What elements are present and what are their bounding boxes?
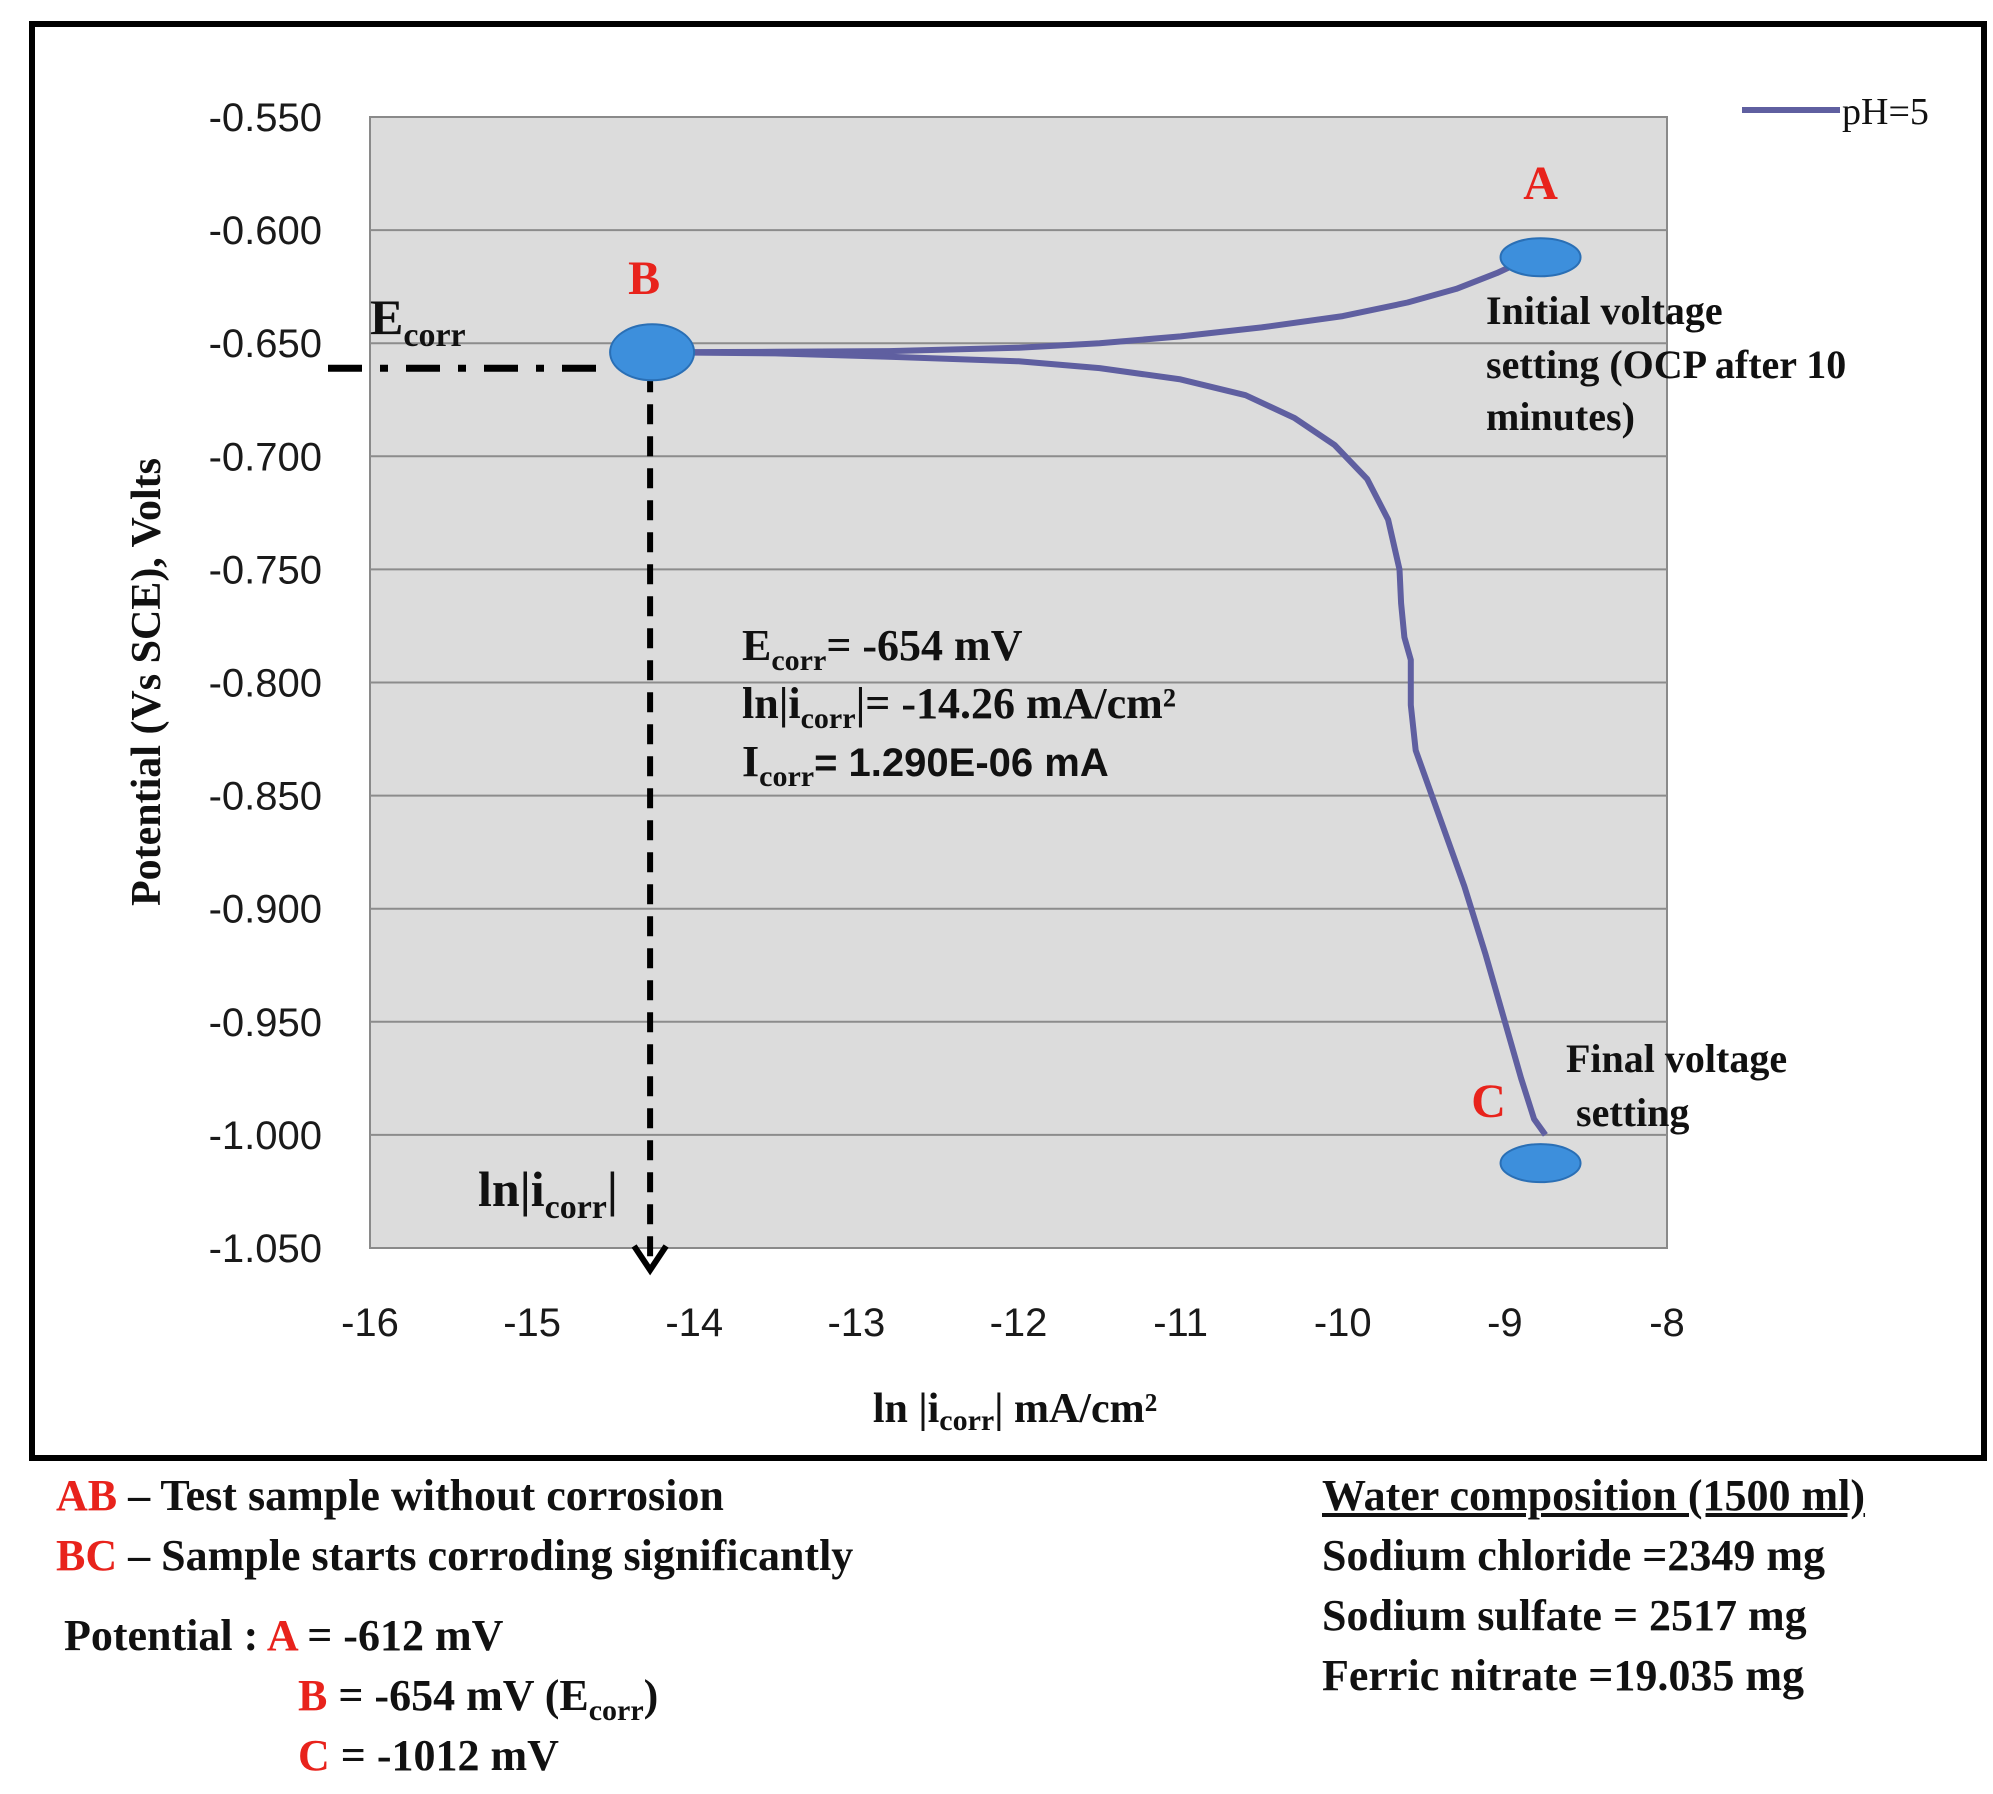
potential-b-key: B [298, 1671, 328, 1720]
y-tick-label: -0.850 [209, 775, 322, 819]
x-tick-label: -12 [990, 1301, 1048, 1345]
x-tick-label: -9 [1487, 1301, 1523, 1345]
potential-b-sub: corr [588, 1693, 644, 1727]
initial-voltage-line3: minutes) [1486, 394, 1635, 439]
note-potential-c: C = -1012 mV [298, 1730, 559, 1781]
water-item: Sodium chloride =2349 mg [1322, 1531, 1825, 1580]
potential-b-val: = -654 mV (E [327, 1671, 589, 1720]
final-voltage-line1: Final voltage [1566, 1036, 1787, 1081]
y-tick-label: -0.950 [209, 1001, 322, 1045]
grid-lines [370, 229, 1667, 1136]
series-line [652, 259, 1523, 356]
initial-voltage-line2: setting (OCP after 10 [1486, 342, 1846, 387]
y-tick-label: -0.800 [209, 662, 322, 706]
x-axis-label: ln |icorr| mA/cm² [873, 1386, 1157, 1437]
legend-entry: pH=5 [1842, 91, 1929, 133]
potential-c-val: = -1012 mV [329, 1731, 559, 1780]
point-marker [1499, 237, 1582, 278]
x-tick-label: -11 [1153, 1301, 1208, 1345]
series-lines [652, 259, 1548, 1137]
x-tick-label: -10 [1314, 1301, 1372, 1345]
ecorr-label: Ecorr [370, 289, 466, 354]
note-potential-b: B = -654 mV (Ecorr) [298, 1670, 658, 1728]
note-bc: BC – Sample starts corroding significant… [56, 1530, 853, 1581]
x-tick-label: -16 [341, 1301, 399, 1345]
info-icorr: Icorr= 1.290E-06 mA [742, 737, 1109, 793]
y-axis-label: Potential (Vs SCE), Volts [124, 458, 170, 906]
note-ab-text: – Test sample without corrosion [117, 1471, 724, 1520]
potential-b-end: ) [643, 1671, 659, 1720]
info-ecorr: Ecorr= -654 mV [742, 621, 1023, 677]
water-item: Sodium sulfate = 2517 mg [1322, 1591, 1807, 1640]
note-bc-key: BC [56, 1531, 118, 1580]
y-tick-label: -0.550 [209, 96, 322, 140]
y-axis-ticks: -0.550 -0.600 -0.650 -0.700 -0.750 -0.800 -0.8… [209, 96, 322, 1271]
x-tick-label: -8 [1649, 1301, 1685, 1345]
point-label: A [1523, 157, 1558, 210]
potential-label: Potential : [64, 1611, 267, 1660]
arrow-head [631, 1244, 669, 1276]
series-line [652, 349, 1548, 1137]
potential-c-key: C [298, 1731, 330, 1780]
final-voltage-line2: setting [1576, 1090, 1689, 1135]
y-tick-label: -1.050 [209, 1227, 322, 1271]
point-label: C [1471, 1075, 1506, 1128]
info-lnicorr: ln|icorr|= -14.26 mA/cm² [742, 679, 1176, 735]
note-ab: AB – Test sample without corrosion [56, 1470, 724, 1521]
note-ab-key: AB [56, 1471, 118, 1520]
note-potential-a: Potential : A = -612 mV [64, 1610, 503, 1661]
point-markers: A B C [609, 157, 1582, 1184]
y-tick-label: -1.000 [209, 1114, 322, 1158]
water-title: Water composition (1500 ml) [1322, 1471, 1866, 1520]
x-tick-label: -15 [503, 1301, 561, 1345]
y-tick-label: -0.700 [209, 435, 322, 479]
y-tick-label: -0.650 [209, 322, 322, 366]
note-bc-text: – Sample starts corroding significantly [117, 1531, 854, 1580]
point-marker [1499, 1143, 1582, 1184]
initial-voltage-line1: Initial voltage [1486, 288, 1723, 333]
y-tick-label: -0.600 [209, 209, 322, 253]
potential-a-val: = -612 mV [296, 1611, 504, 1660]
point-label: B [628, 252, 660, 305]
potential-a-key: A [266, 1611, 297, 1660]
point-marker [609, 323, 696, 382]
icorr-label: ln|icorr| [478, 1161, 618, 1226]
x-tick-label: -14 [665, 1301, 723, 1345]
x-tick-label: -13 [827, 1301, 885, 1345]
x-axis-ticks: -16 -15 -14 -13 -12 -11 -10 -9 -8 [341, 1301, 1685, 1345]
y-tick-label: -0.750 [209, 548, 322, 592]
y-tick-label: -0.900 [209, 888, 322, 932]
water-item: Ferric nitrate =19.035 mg [1322, 1651, 1805, 1700]
